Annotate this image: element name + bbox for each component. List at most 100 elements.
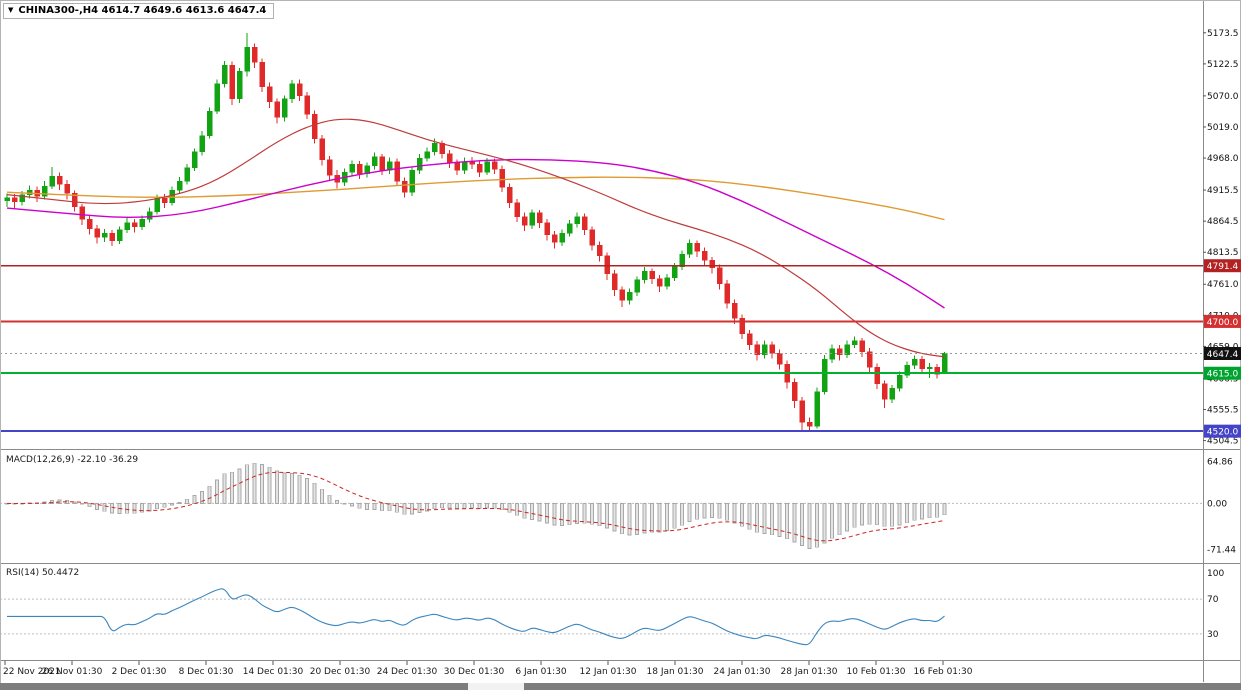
rsi-axis-label: 100 xyxy=(1207,569,1224,579)
macd-histogram-bar xyxy=(942,503,947,516)
candle-body xyxy=(416,157,423,171)
candle-body xyxy=(911,358,918,366)
macd-histogram-bar xyxy=(305,478,309,504)
macd-histogram-bar xyxy=(125,503,129,514)
macd-histogram-bar xyxy=(695,503,699,520)
price-tick-label: 4555.5 xyxy=(1207,406,1239,416)
macd-histogram-bar xyxy=(560,503,564,526)
macd-histogram-bar xyxy=(140,503,144,513)
candle-body xyxy=(266,86,273,103)
candle-body xyxy=(446,153,453,164)
symbol-info-panel[interactable]: ▼ CHINA300-,H4 4614.7 4649.6 4613.6 4647… xyxy=(3,3,275,19)
macd-histogram-bar xyxy=(147,503,152,512)
candle-body xyxy=(866,351,873,368)
macd-histogram-bar xyxy=(522,503,527,519)
ma-fast-red xyxy=(6,118,945,358)
rsi-pane xyxy=(0,588,1203,646)
horizontal-scrollbar-track[interactable] xyxy=(0,683,1241,690)
candle-body xyxy=(506,187,513,203)
candle-body xyxy=(934,366,940,375)
macd-histogram-bar xyxy=(552,503,557,526)
macd-histogram-bar xyxy=(170,503,174,506)
candle-body xyxy=(184,167,190,182)
macd-histogram-bar xyxy=(672,503,677,529)
candle-body xyxy=(424,151,430,159)
candle-body xyxy=(191,151,198,169)
macd-histogram-bar xyxy=(770,503,774,536)
symbol-ohlc-text: CHINA300-,H4 4614.7 4649.6 4613.6 4647.4 xyxy=(18,5,267,16)
macd-histogram-bar xyxy=(777,503,782,537)
price-tick-label: 4864.5 xyxy=(1207,217,1239,227)
macd-histogram-bar xyxy=(335,500,339,504)
candle-body xyxy=(619,289,625,301)
rsi-axis-label: 30 xyxy=(1207,630,1219,640)
ma-slow-orange xyxy=(6,176,945,221)
price-tick-label: 4813.5 xyxy=(1207,248,1239,258)
macd-histogram-bar xyxy=(702,503,707,519)
horizontal-scrollbar-thumb[interactable] xyxy=(468,683,524,690)
candle-body xyxy=(694,243,700,252)
time-tick-label: 28 Jan 01:30 xyxy=(781,667,838,677)
candle-body xyxy=(229,65,235,100)
macd-histogram-bar xyxy=(162,503,167,508)
price-badge: 4520.0 xyxy=(1204,424,1241,438)
candle-body xyxy=(394,161,400,182)
macd-histogram-bar xyxy=(80,503,84,505)
main-price-pane xyxy=(0,32,1203,433)
macd-histogram-bar xyxy=(365,503,369,510)
macd-histogram-bar xyxy=(462,503,467,509)
candle-body xyxy=(461,161,468,171)
symbol-dropdown-icon[interactable]: ▼ xyxy=(8,6,14,14)
candle-body xyxy=(296,83,303,97)
macd-histogram-bar xyxy=(342,503,347,505)
candle-body xyxy=(499,168,505,188)
macd-histogram-bar xyxy=(222,473,227,504)
price-badge-label: 4615.0 xyxy=(1207,370,1239,380)
candle-body xyxy=(514,202,520,217)
price-badge-label: 4791.4 xyxy=(1207,262,1239,272)
macd-histogram-bar xyxy=(815,503,819,548)
candle-body xyxy=(611,273,618,290)
macd-histogram-bar xyxy=(657,503,662,533)
price-tick-label: 4968.0 xyxy=(1207,154,1239,164)
price-badge: 4615.0 xyxy=(1204,366,1241,380)
candle-body xyxy=(116,229,123,242)
macd-histogram-bar xyxy=(875,503,879,526)
macd-histogram-bar xyxy=(837,503,842,536)
macd-histogram-bar xyxy=(575,503,579,524)
macd-histogram-bar xyxy=(830,503,834,539)
candle-body xyxy=(439,143,445,155)
candle-body xyxy=(379,156,385,171)
macd-axis-label: -71.44 xyxy=(1207,545,1236,555)
candle-body xyxy=(791,382,798,401)
macd-histogram-bar xyxy=(545,503,549,524)
macd-histogram-bar xyxy=(87,503,92,508)
candle-body xyxy=(596,244,603,256)
macd-histogram-bar xyxy=(890,503,894,527)
candle-body xyxy=(251,46,258,63)
candle-body xyxy=(521,216,528,226)
macd-histogram-bar xyxy=(72,501,77,504)
macd-histogram-bar xyxy=(455,503,459,509)
macd-histogram-bar xyxy=(665,503,669,531)
candle-body xyxy=(656,278,663,287)
macd-histogram-bar xyxy=(395,503,399,513)
price-badge: 4700.0 xyxy=(1204,314,1241,328)
macd-histogram-bar xyxy=(905,503,909,524)
candle-body xyxy=(71,193,78,208)
macd-histogram-bar xyxy=(912,503,917,521)
candle-body xyxy=(289,83,295,100)
candle-body xyxy=(11,197,18,203)
candle-body xyxy=(559,232,565,243)
macd-histogram-bar xyxy=(275,470,279,504)
time-tick-label: 6 Jan 01:30 xyxy=(515,667,567,677)
macd-histogram-bar xyxy=(785,503,789,540)
candle-body xyxy=(176,180,183,191)
candle-body xyxy=(476,163,483,173)
macd-histogram-bar xyxy=(807,503,812,549)
candle-body xyxy=(701,251,708,261)
candle-body xyxy=(64,184,70,194)
